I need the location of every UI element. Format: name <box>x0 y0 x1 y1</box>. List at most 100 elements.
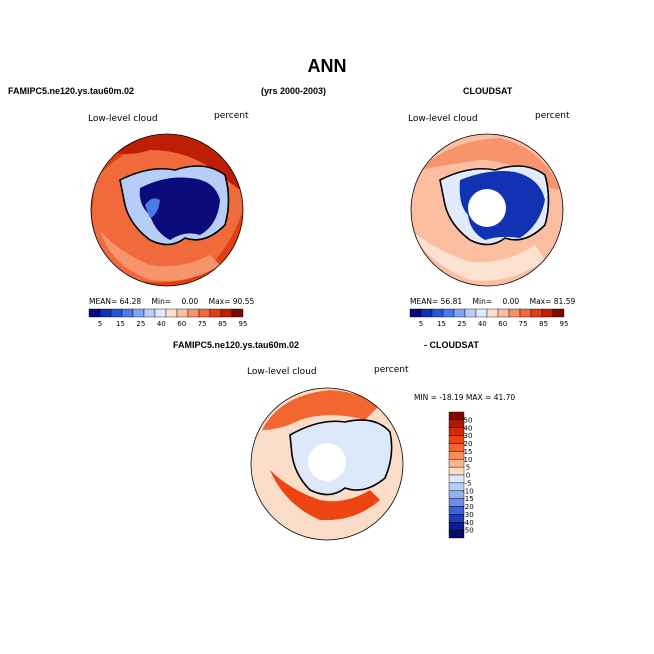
colorbar-swatch <box>475 308 488 318</box>
colorbar-swatch <box>448 466 465 476</box>
colorbar-swatch <box>453 308 466 318</box>
max-label: Max= <box>529 297 552 306</box>
colorbar-swatch <box>448 419 465 428</box>
min-value: 0.00 <box>181 297 199 306</box>
colorbar-tick-label: 40 <box>464 424 473 432</box>
colorbar-tick-label: 60 <box>498 320 507 328</box>
colorbar-tick-label: 10 <box>464 456 473 464</box>
min-value: 0.00 <box>502 297 520 306</box>
colorbar-swatch <box>143 308 156 318</box>
colorbar-swatch <box>486 308 499 318</box>
colorbar-tick-label: -40 <box>462 519 473 527</box>
colorbar-tick-label: 15 <box>116 320 125 328</box>
colorbar-swatch <box>497 308 510 318</box>
colorbar-tick-label: 85 <box>539 320 548 328</box>
colorbar-tick-label: 75 <box>198 320 207 328</box>
colorbar-swatch <box>448 427 465 436</box>
years-header: (yrs 2000-2003) <box>261 86 327 96</box>
colorbar-swatch <box>448 459 465 468</box>
colorbar-tick-label: 75 <box>519 320 528 328</box>
mean-label: MEAN= <box>89 297 118 306</box>
colorbar-tick-label: 40 <box>478 320 487 328</box>
colorbar-tick-label: -15 <box>462 495 473 503</box>
mean-value: 56.81 <box>440 297 463 306</box>
panel2-units-label: percent <box>535 111 570 121</box>
mean-value: 64.28 <box>119 297 142 306</box>
colorbar-swatch <box>176 308 189 318</box>
colorbar-tick-label: -50 <box>462 527 473 535</box>
colorbar-swatch <box>448 474 465 484</box>
colorbar-swatch <box>154 308 167 318</box>
colorbar-swatch <box>541 308 554 318</box>
colorbar-swatch <box>220 308 233 318</box>
colorbar-tick-label: 15 <box>464 448 473 456</box>
colorbar-swatch <box>165 308 178 318</box>
colorbar-tick-label: -5 <box>465 479 472 487</box>
colorbar-panel2: 5 15 25 40 60 75 85 95 <box>409 308 569 328</box>
model-name-header: FAMIPC5.ne120.ys.tau60m.02 <box>8 86 135 96</box>
min-label: Min= <box>151 297 172 306</box>
colorbar-swatch <box>448 529 465 539</box>
max-value: 90.55 <box>232 297 255 306</box>
obs-name-header: CLOUDSAT <box>463 86 513 96</box>
colorbar-swatch <box>187 308 200 318</box>
panel3-variable-label: Low-level cloud <box>247 367 317 377</box>
panel1-variable-label: Low-level cloud <box>88 114 158 124</box>
diff-model-header: FAMIPC5.ne120.ys.tau60m.02 <box>173 340 300 350</box>
colorbar-swatch <box>132 308 145 318</box>
mean-label: MEAN= <box>410 297 439 306</box>
colorbar-swatch <box>99 308 112 318</box>
max-value: 81.59 <box>553 297 576 306</box>
panel3-units-label: percent <box>374 365 409 375</box>
colorbar-tick-label: 15 <box>437 320 446 328</box>
panel1-units-label: percent <box>214 111 249 121</box>
colorbar-tick-label: 95 <box>239 320 248 328</box>
colorbar-swatch <box>552 308 565 318</box>
colorbar-tick-label: -20 <box>462 503 473 511</box>
colorbar-swatch <box>420 308 433 318</box>
colorbar-swatch <box>464 308 477 318</box>
colorbar-swatch <box>198 308 211 318</box>
colorbar-tick-label: 5 <box>419 320 423 328</box>
colorbar-tick-label: 60 <box>177 320 186 328</box>
colorbar-tick-label: -10 <box>462 487 473 495</box>
colorbar-panel1: 5 15 25 40 60 75 85 95 <box>88 308 248 328</box>
colorbar-tick-label: 0 <box>466 472 470 480</box>
colorbar-swatch <box>121 308 134 318</box>
colorbar-tick-label: 85 <box>218 320 227 328</box>
colorbar-tick-label: 25 <box>457 320 466 328</box>
colorbar-swatch <box>530 308 543 318</box>
panel3-minmax: MIN = -18.19 MAX = 41.70 <box>414 393 516 402</box>
colorbar-swatch <box>88 308 101 318</box>
colorbar-swatch <box>110 308 123 318</box>
panel2-variable-label: Low-level cloud <box>408 114 478 124</box>
max-label: Max= <box>208 297 231 306</box>
colorbar-swatch <box>448 443 465 452</box>
panel1-polar-map <box>90 133 244 287</box>
colorbar-swatch <box>448 411 465 421</box>
colorbar-tick-label: 5 <box>466 464 470 472</box>
colorbar-swatch <box>209 308 222 318</box>
panel3-polar-map <box>250 387 404 541</box>
panel1-stats: MEAN= 64.28 Min= 0.00 Max= 90.55 <box>89 297 254 306</box>
colorbar-swatch <box>519 308 532 318</box>
colorbar-swatch <box>231 308 244 318</box>
colorbar-swatch <box>508 308 521 318</box>
panel2-polar-map <box>410 133 564 287</box>
colorbar-swatch <box>448 435 465 444</box>
colorbar-tick-label: 5 <box>98 320 102 328</box>
colorbar-tick-label: -30 <box>462 511 473 519</box>
colorbar-tick-label: 95 <box>560 320 569 328</box>
colorbar-tick-label: 30 <box>464 432 473 440</box>
diff-obs-header: - CLOUDSAT <box>424 340 479 350</box>
colorbar-swatch <box>442 308 455 318</box>
colorbar-swatch <box>431 308 444 318</box>
colorbar-tick-label: 25 <box>136 320 145 328</box>
min-label: Min= <box>472 297 493 306</box>
colorbar-tick-label: 50 <box>464 416 473 424</box>
colorbar-swatch <box>409 308 422 318</box>
colorbar-tick-label: 20 <box>464 440 473 448</box>
panel2-stats: MEAN= 56.81 Min= 0.00 Max= 81.59 <box>410 297 575 306</box>
